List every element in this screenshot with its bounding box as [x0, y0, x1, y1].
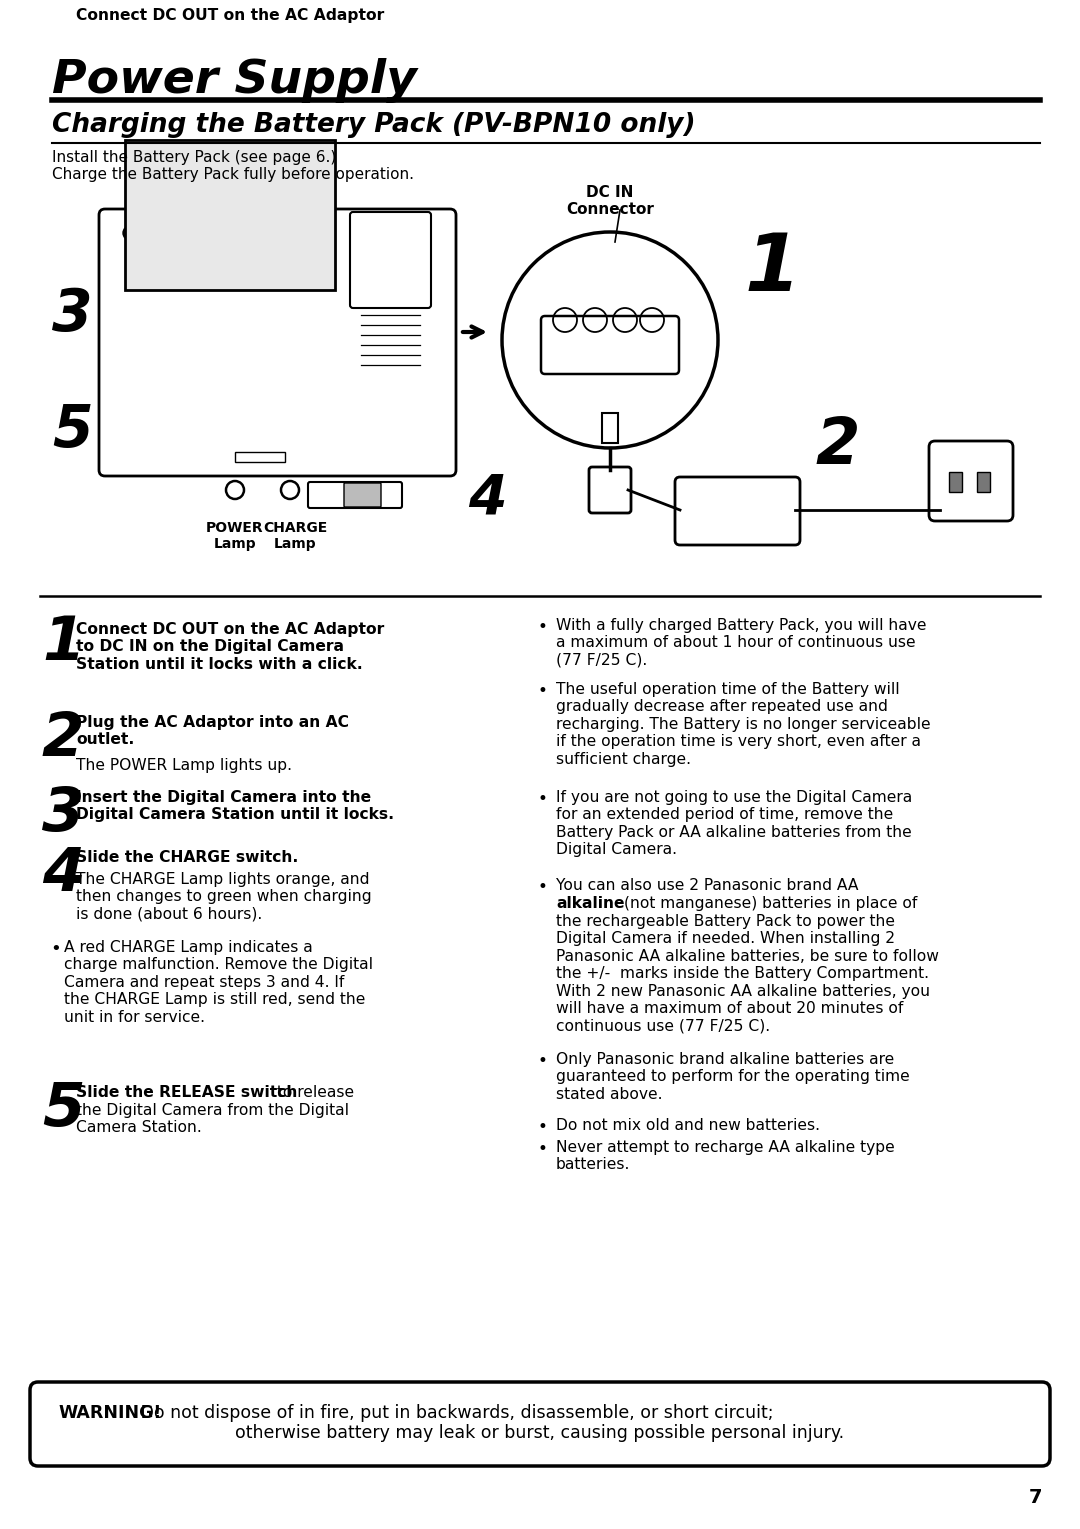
Text: (not manganese) batteries in place of: (not manganese) batteries in place of	[619, 896, 917, 911]
Text: DC IN
Connector: DC IN Connector	[566, 185, 653, 217]
FancyBboxPatch shape	[30, 1382, 1050, 1466]
Text: Never attempt to recharge AA alkaline type
batteries.: Never attempt to recharge AA alkaline ty…	[556, 1141, 894, 1173]
FancyBboxPatch shape	[99, 209, 456, 476]
Text: 1: 1	[42, 615, 84, 673]
Text: •: •	[538, 618, 548, 636]
Circle shape	[153, 226, 167, 240]
Text: 4: 4	[468, 471, 507, 524]
Text: The CHARGE Lamp lights orange, and
then changes to green when charging
is done (: The CHARGE Lamp lights orange, and then …	[76, 872, 372, 922]
Circle shape	[213, 226, 227, 240]
Text: If you are not going to use the Digital Camera
for an extended period of time, r: If you are not going to use the Digital …	[556, 790, 913, 858]
Bar	[125, 141, 335, 291]
Text: The useful operation time of the Battery will
gradually decrease after repeated : The useful operation time of the Battery…	[556, 682, 931, 766]
Text: •: •	[538, 1118, 548, 1136]
Text: 2: 2	[42, 709, 84, 769]
Text: CHARGE
Lamp: CHARGE Lamp	[262, 521, 327, 550]
Text: to release: to release	[272, 1086, 354, 1099]
Text: POWER
Lamp: POWER Lamp	[206, 521, 264, 550]
Bar	[602, 413, 618, 443]
Text: A red CHARGE Lamp indicates a
charge malfunction. Remove the Digital
Camera and : A red CHARGE Lamp indicates a charge mal…	[64, 940, 373, 1024]
Text: Do not mix old and new batteries.: Do not mix old and new batteries.	[556, 1118, 820, 1133]
Text: •: •	[538, 1052, 548, 1070]
Text: 3: 3	[52, 286, 93, 344]
FancyBboxPatch shape	[929, 440, 1013, 521]
Text: •: •	[538, 1141, 548, 1157]
Text: 2: 2	[815, 414, 860, 477]
Text: The POWER Lamp lights up.: The POWER Lamp lights up.	[76, 758, 292, 774]
Text: Only Panasonic brand alkaline batteries are
guaranteed to perform for the operat: Only Panasonic brand alkaline batteries …	[556, 1052, 909, 1102]
Text: 5: 5	[52, 402, 93, 459]
Text: Install the Battery Pack (see page 6.): Install the Battery Pack (see page 6.)	[52, 150, 336, 165]
Bar	[949, 472, 962, 492]
Text: otherwise battery may leak or burst, causing possible personal injury.: otherwise battery may leak or burst, cau…	[235, 1423, 845, 1442]
Text: Charging the Battery Pack (PV-BPN10 only): Charging the Battery Pack (PV-BPN10 only…	[52, 112, 696, 138]
Circle shape	[123, 226, 137, 240]
Text: Plug the AC Adaptor into an AC
outlet.: Plug the AC Adaptor into an AC outlet.	[76, 716, 349, 748]
FancyBboxPatch shape	[541, 317, 679, 375]
Text: You can also use 2 Panasonic brand AA: You can also use 2 Panasonic brand AA	[556, 878, 859, 893]
Text: the Digital Camera from the Digital
Camera Station.: the Digital Camera from the Digital Came…	[76, 1102, 349, 1136]
Circle shape	[183, 226, 197, 240]
FancyBboxPatch shape	[308, 482, 402, 508]
Text: •: •	[538, 878, 548, 896]
Text: •: •	[50, 940, 60, 959]
Text: Power Supply: Power Supply	[52, 58, 417, 102]
FancyBboxPatch shape	[675, 477, 800, 544]
Text: Do not dispose of in fire, put in backwards, disassemble, or short circuit;: Do not dispose of in fire, put in backwa…	[135, 1404, 773, 1422]
Text: 5: 5	[42, 1079, 84, 1139]
Text: WARNING!: WARNING!	[58, 1404, 161, 1422]
Text: Slide the RELEASE switch: Slide the RELEASE switch	[76, 1086, 297, 1099]
Text: Connect DC OUT on the AC Adaptor
to DC IN on the Digital Camera
Station until it: Connect DC OUT on the AC Adaptor to DC I…	[76, 622, 384, 671]
Text: 4: 4	[42, 846, 84, 904]
Bar	[235, 453, 285, 462]
Bar	[245, 225, 305, 243]
FancyBboxPatch shape	[345, 483, 381, 508]
Bar	[977, 472, 990, 492]
Text: 3: 3	[42, 784, 84, 844]
Text: •: •	[538, 790, 548, 807]
Text: Insert the Digital Camera into the
Digital Camera Station until it locks.: Insert the Digital Camera into the Digit…	[76, 790, 394, 823]
Text: Slide the CHARGE switch.: Slide the CHARGE switch.	[76, 850, 298, 865]
Text: Charge the Battery Pack fully before operation.: Charge the Battery Pack fully before ope…	[52, 167, 414, 182]
FancyBboxPatch shape	[589, 466, 631, 514]
Text: •: •	[538, 682, 548, 700]
Text: 1: 1	[745, 229, 801, 307]
Text: 7: 7	[1028, 1488, 1042, 1508]
Text: With a fully charged Battery Pack, you will have
a maximum of about 1 hour of co: With a fully charged Battery Pack, you w…	[556, 618, 927, 668]
Text: Connect DC OUT on the AC Adaptor: Connect DC OUT on the AC Adaptor	[76, 8, 384, 23]
Text: the rechargeable Battery Pack to power the
Digital Camera if needed. When instal: the rechargeable Battery Pack to power t…	[556, 914, 939, 1034]
Text: alkaline: alkaline	[556, 896, 624, 911]
FancyBboxPatch shape	[350, 213, 431, 307]
